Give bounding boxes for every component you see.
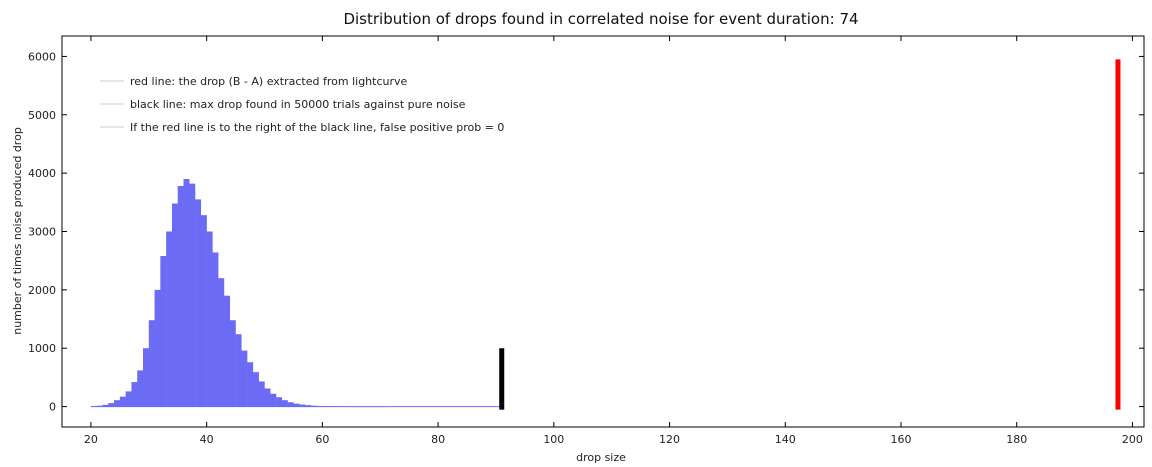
- y-tick-label: 1000: [28, 342, 56, 355]
- histogram-bar: [171, 203, 178, 407]
- histogram-bar: [189, 183, 196, 407]
- histogram-bar: [287, 402, 294, 407]
- y-tick-label: 5000: [28, 109, 56, 122]
- legend-entry-note: If the red line is to the right of the b…: [130, 121, 504, 134]
- histogram-bar: [177, 185, 184, 407]
- histogram-bar: [206, 231, 213, 407]
- legend: red line: the drop (B - A) extracted fro…: [100, 75, 504, 134]
- histogram-bar: [183, 178, 190, 407]
- histogram-bar: [119, 396, 126, 407]
- histogram-bar: [270, 393, 277, 407]
- x-tick-label: 160: [890, 433, 911, 446]
- histogram-bar: [252, 372, 259, 407]
- histogram-bar: [281, 400, 288, 407]
- y-tick-label: 0: [49, 401, 56, 414]
- x-tick-label: 20: [84, 433, 98, 446]
- y-axis-label: number of times noise produced drop: [11, 127, 24, 335]
- histogram-bar: [305, 405, 312, 407]
- histogram-bar: [154, 289, 161, 407]
- x-tick-label: 100: [543, 433, 564, 446]
- x-tick-label: 140: [775, 433, 796, 446]
- y-tick-label: 4000: [28, 167, 56, 180]
- histogram-bar: [166, 231, 173, 407]
- x-tick-label: 200: [1122, 433, 1143, 446]
- legend-entry-black-line: black line: max drop found in 50000 tria…: [130, 98, 466, 111]
- histogram-bar: [108, 403, 115, 407]
- histogram-bar: [148, 320, 155, 407]
- histogram-bar: [114, 400, 121, 407]
- histogram-bar: [241, 350, 248, 407]
- x-tick-label: 180: [1006, 433, 1027, 446]
- histogram-bar: [143, 348, 149, 407]
- histogram-bar: [195, 199, 202, 407]
- histogram-bar: [293, 403, 300, 407]
- histogram-bar: [218, 278, 225, 407]
- histogram-bar: [258, 381, 265, 407]
- vertical-lines: [499, 59, 1121, 410]
- histogram-bar: [200, 215, 207, 407]
- x-tick-label: 120: [659, 433, 680, 446]
- histogram-bar: [212, 252, 219, 407]
- legend-entry-red-line: red line: the drop (B - A) extracted fro…: [130, 75, 408, 88]
- x-tick-label: 40: [200, 433, 214, 446]
- histogram-bar: [131, 382, 138, 407]
- histogram-bar: [229, 320, 236, 407]
- histogram-bar: [224, 295, 230, 407]
- histogram: [90, 178, 502, 408]
- histogram-bar: [299, 404, 306, 407]
- x-axis-ticks: 20 40 60 80 100 120 140 160 180 200: [84, 36, 1143, 446]
- histogram-bar: [102, 404, 109, 407]
- x-tick-label: 60: [315, 433, 329, 446]
- histogram-bar: [276, 397, 283, 407]
- chart-title: Distribution of drops found in correlate…: [343, 10, 858, 28]
- x-axis-label: drop size: [576, 451, 626, 464]
- histogram-bar: [247, 362, 254, 407]
- y-tick-label: 3000: [28, 226, 56, 239]
- histogram-bar: [235, 334, 242, 407]
- y-tick-label: 2000: [28, 284, 56, 297]
- histogram-bar: [160, 256, 167, 407]
- x-tick-label: 80: [431, 433, 445, 446]
- y-axis-ticks: 0 1000 2000 3000 4000 5000 6000: [28, 50, 1144, 414]
- y-tick-label: 6000: [28, 50, 56, 63]
- histogram-bar: [264, 388, 271, 407]
- histogram-bar: [125, 391, 132, 407]
- histogram-bar: [137, 370, 144, 407]
